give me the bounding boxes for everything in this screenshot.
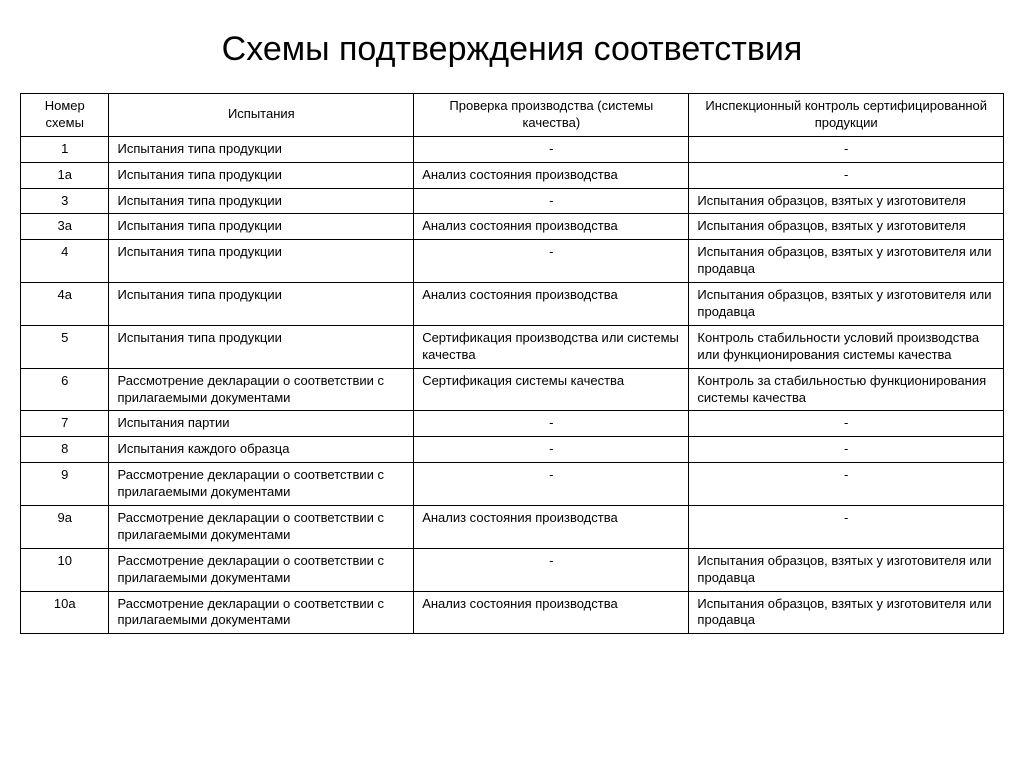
- cell-inspection: Испытания образцов, взятых у изготовител…: [689, 240, 1004, 283]
- cell-production-check: Анализ состояния производства: [414, 162, 689, 188]
- cell-production-check: -: [414, 548, 689, 591]
- table-row: 9аРассмотрение декларации о соответствии…: [21, 506, 1004, 549]
- table-row: 7Испытания партии--: [21, 411, 1004, 437]
- table-row: 6Рассмотрение декларации о соответствии …: [21, 368, 1004, 411]
- cell-tests: Рассмотрение декларации о соответствии с…: [109, 548, 414, 591]
- cell-scheme-number: 4: [21, 240, 109, 283]
- table-row: 3аИспытания типа продукцииАнализ состоян…: [21, 214, 1004, 240]
- table-header-row: Номер схемы Испытания Проверка производс…: [21, 94, 1004, 137]
- cell-scheme-number: 8: [21, 437, 109, 463]
- cell-scheme-number: 7: [21, 411, 109, 437]
- cell-inspection: Испытания образцов, взятых у изготовител…: [689, 214, 1004, 240]
- cell-tests: Испытания типа продукции: [109, 188, 414, 214]
- col-header-inspection: Инспекционный контроль сертифицированной…: [689, 94, 1004, 137]
- col-header-tests: Испытания: [109, 94, 414, 137]
- table-row: 3Испытания типа продукции-Испытания обра…: [21, 188, 1004, 214]
- cell-tests: Испытания типа продукции: [109, 214, 414, 240]
- cell-scheme-number: 10: [21, 548, 109, 591]
- cell-scheme-number: 9а: [21, 506, 109, 549]
- cell-production-check: -: [414, 240, 689, 283]
- table-row: 4аИспытания типа продукцииАнализ состоян…: [21, 283, 1004, 326]
- cell-production-check: Анализ состояния производства: [414, 591, 689, 634]
- cell-scheme-number: 10а: [21, 591, 109, 634]
- cell-production-check: -: [414, 437, 689, 463]
- cell-tests: Испытания типа продукции: [109, 240, 414, 283]
- page-title: Схемы подтверждения соответствия: [20, 30, 1004, 69]
- table-row: 5Испытания типа продукцииСертификация пр…: [21, 325, 1004, 368]
- cell-tests: Рассмотрение декларации о соответствии с…: [109, 591, 414, 634]
- cell-inspection: -: [689, 162, 1004, 188]
- col-header-production-check: Проверка производства (системы качества): [414, 94, 689, 137]
- cell-production-check: Сертификация производства или системы ка…: [414, 325, 689, 368]
- cell-inspection: Контроль за стабильностью функционирован…: [689, 368, 1004, 411]
- table-row: 1Испытания типа продукции--: [21, 136, 1004, 162]
- cell-tests: Рассмотрение декларации о соответствии с…: [109, 368, 414, 411]
- cell-production-check: -: [414, 411, 689, 437]
- cell-production-check: Анализ состояния производства: [414, 506, 689, 549]
- cell-tests: Испытания типа продукции: [109, 325, 414, 368]
- table-row: 10Рассмотрение декларации о соответствии…: [21, 548, 1004, 591]
- cell-scheme-number: 6: [21, 368, 109, 411]
- cell-tests: Испытания каждого образца: [109, 437, 414, 463]
- cell-scheme-number: 4а: [21, 283, 109, 326]
- cell-scheme-number: 3: [21, 188, 109, 214]
- cell-tests: Рассмотрение декларации о соответствии с…: [109, 506, 414, 549]
- col-header-number: Номер схемы: [21, 94, 109, 137]
- table-row: 4Испытания типа продукции-Испытания обра…: [21, 240, 1004, 283]
- cell-production-check: -: [414, 463, 689, 506]
- cell-production-check: Анализ состояния производства: [414, 214, 689, 240]
- table-row: 10аРассмотрение декларации о соответстви…: [21, 591, 1004, 634]
- cell-tests: Испытания партии: [109, 411, 414, 437]
- cell-scheme-number: 1а: [21, 162, 109, 188]
- schemes-table: Номер схемы Испытания Проверка производс…: [20, 93, 1004, 634]
- cell-scheme-number: 9: [21, 463, 109, 506]
- cell-production-check: -: [414, 136, 689, 162]
- cell-production-check: Сертификация системы качества: [414, 368, 689, 411]
- cell-inspection: Испытания образцов, взятых у изготовител…: [689, 591, 1004, 634]
- cell-tests: Рассмотрение декларации о соответствии с…: [109, 463, 414, 506]
- cell-inspection: Испытания образцов, взятых у изготовител…: [689, 548, 1004, 591]
- cell-scheme-number: 5: [21, 325, 109, 368]
- cell-production-check: -: [414, 188, 689, 214]
- cell-inspection: -: [689, 437, 1004, 463]
- table-row: 9Рассмотрение декларации о соответствии …: [21, 463, 1004, 506]
- cell-inspection: Контроль стабильности условий производст…: [689, 325, 1004, 368]
- cell-inspection: Испытания образцов, взятых у изготовител…: [689, 283, 1004, 326]
- cell-production-check: Анализ состояния производства: [414, 283, 689, 326]
- cell-inspection: -: [689, 463, 1004, 506]
- table-row: 8Испытания каждого образца--: [21, 437, 1004, 463]
- table-row: 1аИспытания типа продукцииАнализ состоян…: [21, 162, 1004, 188]
- cell-tests: Испытания типа продукции: [109, 162, 414, 188]
- cell-inspection: -: [689, 506, 1004, 549]
- cell-tests: Испытания типа продукции: [109, 136, 414, 162]
- cell-inspection: -: [689, 411, 1004, 437]
- cell-inspection: -: [689, 136, 1004, 162]
- cell-scheme-number: 1: [21, 136, 109, 162]
- cell-inspection: Испытания образцов, взятых у изготовител…: [689, 188, 1004, 214]
- cell-scheme-number: 3а: [21, 214, 109, 240]
- cell-tests: Испытания типа продукции: [109, 283, 414, 326]
